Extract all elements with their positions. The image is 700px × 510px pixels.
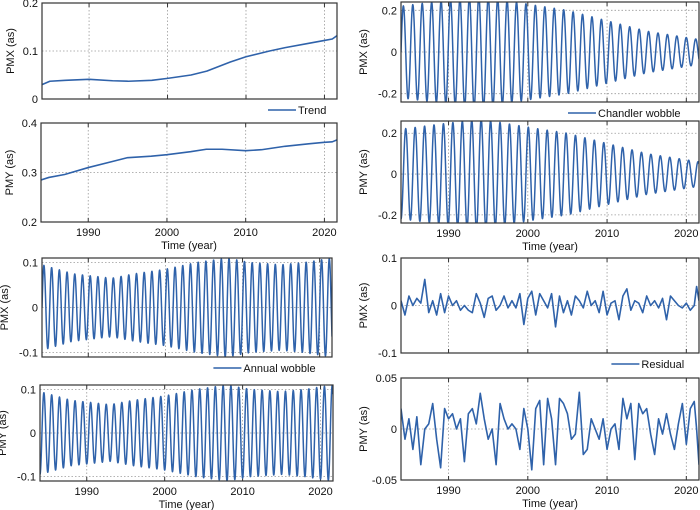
panel-chandler-pmx: -0.2 0 0.2 PMX (as) Chandler wobble <box>358 1 700 120</box>
y-tick-label: 0.1 <box>382 253 397 265</box>
y-axis-label: PMX (as) <box>5 28 17 74</box>
y-tick-label: 0.1 <box>21 384 36 396</box>
y-tick-label: 0.2 <box>23 0 38 10</box>
y-tick-label: 0 <box>30 428 36 440</box>
series-line-annual-pmy <box>40 385 333 481</box>
x-axis-label: Time (year) <box>161 240 217 252</box>
y-tick-label: -0.2 <box>378 89 397 101</box>
series-line-residual-pmx <box>401 278 699 328</box>
axes-frame <box>39 384 334 482</box>
x-tick-label: 1990 <box>76 227 100 239</box>
y-tick-label: 0 <box>391 301 397 313</box>
legend-label: Annual wobble <box>243 363 315 375</box>
y-axis-label: PMY (as) <box>4 150 16 196</box>
x-tick-label: 1990 <box>436 228 460 240</box>
x-tick-label: 2000 <box>516 228 540 240</box>
y-tick-label: 0.4 <box>22 118 37 130</box>
panel-trend-pmy: 0.2 0.3 0.4 1990 2000 2010 2020 PMY (as) Time (y… <box>4 118 338 252</box>
y-axis-label: PMY (as) <box>358 149 370 195</box>
y-tick-label: 0.2 <box>382 5 397 17</box>
x-tick-label: 2020 <box>308 486 332 498</box>
x-tick-label: 2000 <box>152 486 176 498</box>
y-tick-label: -0.1 <box>378 348 397 360</box>
y-tick-label: 0.2 <box>382 128 397 140</box>
y-tick-label: 0.3 <box>22 168 37 180</box>
y-tick-label: 0 <box>391 47 397 59</box>
series-line-trend-pmx <box>42 34 337 86</box>
x-axis-label: Time (year) <box>159 499 215 510</box>
series-line-chandler-pmy <box>401 121 699 223</box>
axes-frame <box>41 2 338 100</box>
y-axis-label: PMY (as) <box>0 410 9 456</box>
legend-label: Residual <box>641 359 684 371</box>
legend-label: Trend <box>298 105 326 117</box>
panel-annual-pmy: -0.1 0 0.1 1990 2000 2010 2020 PMY (as) Time (ye… <box>0 384 334 510</box>
panel-trend-pmx: 0 0.1 0.2 PMX (as) Trend <box>5 0 338 117</box>
y-axis-label: PMX (as) <box>358 283 370 329</box>
axes-frame <box>400 120 700 224</box>
series-line-chandler-pmx <box>401 2 699 102</box>
y-axis-label: PMX (as) <box>0 285 11 331</box>
x-axis-label: Time (year) <box>522 498 578 510</box>
panel-annual-pmx: -0.1 0 0.1 PMX (as) Annual wobble <box>0 257 333 375</box>
x-tick-label: 2020 <box>674 485 698 497</box>
y-tick-label: 0.1 <box>23 258 38 270</box>
x-tick-label: 2020 <box>312 227 336 239</box>
x-tick-label: 2010 <box>233 227 257 239</box>
series-line-annual-pmx <box>42 258 332 357</box>
y-tick-label: 0 <box>391 169 397 181</box>
y-tick-label: -0.1 <box>17 472 36 484</box>
y-tick-label: 0 <box>32 303 38 315</box>
x-axis-label: Time (year) <box>522 241 578 253</box>
panel-chandler-pmy: -0.2 0 0.2 1990 2000 2010 2020 PMY (as) Time (ye… <box>358 120 700 253</box>
axes-frame <box>40 122 338 223</box>
x-tick-label: 2010 <box>595 485 619 497</box>
y-tick-label: 0 <box>391 424 397 436</box>
y-axis-label: PMY (as) <box>358 406 370 452</box>
axes-frame <box>400 1 700 103</box>
x-tick-label: 2010 <box>230 486 254 498</box>
axes-frame <box>400 377 700 481</box>
x-tick-label: 1990 <box>436 485 460 497</box>
y-tick-label: 0.2 <box>22 217 37 229</box>
x-tick-label: 2010 <box>595 228 619 240</box>
x-tick-label: 2000 <box>516 485 540 497</box>
panel-residual-pmx: -0.1 0 0.1 PMX (as) Residual <box>358 253 700 371</box>
x-tick-label: 1990 <box>75 486 99 498</box>
y-tick-label: 0 <box>32 94 38 106</box>
x-tick-label: 2000 <box>155 227 179 239</box>
series-line-trend-pmy <box>41 139 337 181</box>
y-tick-label: 0.05 <box>376 373 397 385</box>
axes-frame <box>41 257 333 358</box>
y-axis-label: PMX (as) <box>358 29 370 75</box>
axes-frame <box>400 257 700 354</box>
series-line-residual-pmy <box>401 391 699 471</box>
panel-residual-pmy: -0.05 0 0.05 1990 2000 2010 2020 PMY (as) Time (… <box>358 373 700 510</box>
y-tick-label: 0.1 <box>23 46 38 58</box>
x-tick-label: 2020 <box>674 228 698 240</box>
legend-label: Chandler wobble <box>598 108 681 120</box>
y-tick-label: -0.05 <box>372 475 397 487</box>
y-tick-label: -0.2 <box>378 210 397 222</box>
y-tick-label: -0.1 <box>19 348 38 360</box>
